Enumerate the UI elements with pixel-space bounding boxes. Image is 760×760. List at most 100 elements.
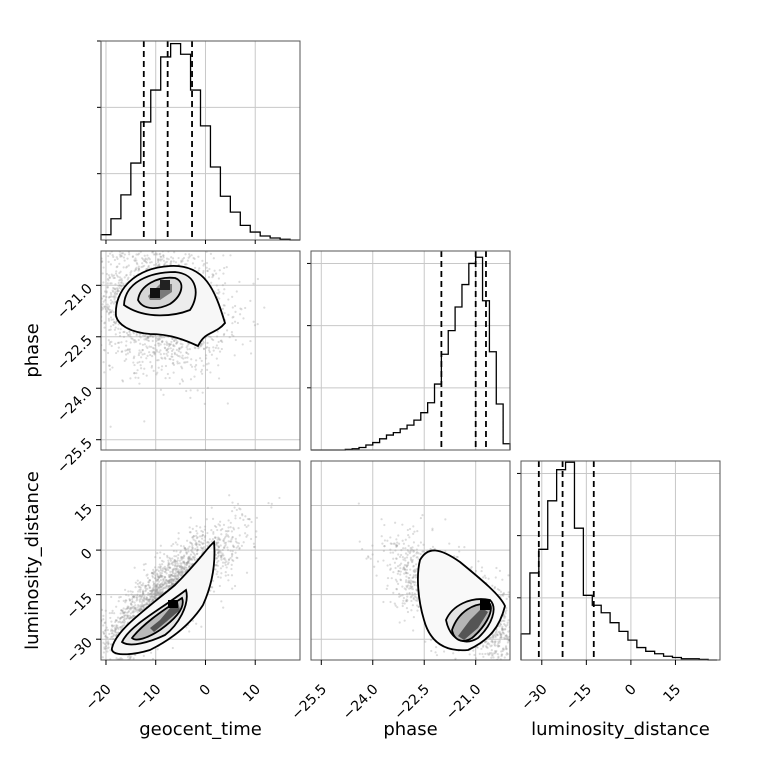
sample-point bbox=[162, 578, 165, 581]
sample-point bbox=[172, 339, 176, 342]
sample-point bbox=[166, 566, 169, 570]
sample-point bbox=[108, 343, 111, 346]
sample-point bbox=[116, 275, 120, 278]
sample-point bbox=[93, 668, 95, 670]
sample-point bbox=[136, 611, 139, 614]
sample-point bbox=[202, 341, 205, 344]
sample-point bbox=[159, 586, 162, 589]
sample-point bbox=[202, 347, 206, 351]
sample-point bbox=[131, 337, 134, 340]
sample-point bbox=[217, 550, 220, 553]
sample-point bbox=[121, 625, 124, 628]
sample-point bbox=[155, 584, 158, 588]
sample-point bbox=[171, 582, 175, 585]
sample-point bbox=[149, 651, 153, 654]
sample-point bbox=[144, 584, 148, 587]
sample-point bbox=[188, 555, 191, 558]
sample-point bbox=[166, 556, 169, 559]
sample-point bbox=[173, 574, 176, 578]
sample-point bbox=[109, 325, 113, 328]
sample-point bbox=[94, 267, 96, 269]
sample-point bbox=[267, 501, 270, 505]
sample-point bbox=[218, 551, 221, 554]
sample-point bbox=[112, 286, 115, 290]
sample-point bbox=[132, 338, 135, 342]
sample-point bbox=[151, 589, 154, 592]
sample-point bbox=[186, 561, 189, 564]
sample-point bbox=[218, 297, 221, 300]
sample-point bbox=[151, 351, 155, 354]
sample-point bbox=[180, 567, 183, 571]
sample-point bbox=[209, 336, 212, 339]
sample-point bbox=[405, 575, 408, 578]
sample-point bbox=[98, 290, 100, 292]
sample-point bbox=[128, 349, 131, 352]
sample-point bbox=[180, 574, 183, 578]
sample-point bbox=[94, 368, 96, 370]
sample-point bbox=[411, 594, 414, 597]
sample-point bbox=[444, 549, 447, 553]
sample-point bbox=[215, 557, 218, 560]
sample-point bbox=[482, 665, 484, 667]
sample-point bbox=[106, 647, 109, 650]
sample-point bbox=[169, 347, 172, 350]
sample-point bbox=[163, 262, 166, 266]
sample-point bbox=[166, 579, 169, 582]
sample-point bbox=[159, 343, 162, 346]
sample-point bbox=[173, 353, 177, 356]
sample-point bbox=[133, 248, 135, 250]
sample-point bbox=[170, 583, 174, 586]
sample-point bbox=[127, 616, 130, 619]
sample-point bbox=[171, 570, 174, 573]
sample-point bbox=[167, 580, 170, 583]
sample-point bbox=[185, 351, 188, 354]
sample-point bbox=[141, 599, 144, 602]
sample-point bbox=[84, 309, 86, 311]
sample-point bbox=[145, 596, 148, 599]
sample-point bbox=[158, 584, 161, 587]
sample-point bbox=[245, 535, 248, 538]
sample-point bbox=[159, 353, 162, 356]
sample-point bbox=[155, 579, 159, 583]
sample-point bbox=[184, 356, 187, 359]
sample-point bbox=[215, 357, 218, 360]
sample-point bbox=[191, 548, 194, 551]
sample-point bbox=[176, 570, 179, 574]
sample-point bbox=[137, 267, 140, 270]
sample-point bbox=[120, 341, 123, 344]
sample-point bbox=[144, 338, 148, 341]
sample-point bbox=[109, 263, 113, 266]
sample-point bbox=[114, 628, 117, 631]
sample-point bbox=[169, 261, 173, 264]
sample-point bbox=[480, 566, 484, 569]
sample-point bbox=[138, 609, 142, 613]
sample-point bbox=[175, 341, 178, 344]
sample-point bbox=[205, 266, 208, 269]
sample-point bbox=[528, 646, 530, 648]
sample-point bbox=[137, 265, 140, 268]
sample-point bbox=[163, 356, 166, 359]
sample-point bbox=[170, 260, 173, 263]
sample-point bbox=[179, 574, 182, 577]
sample-point bbox=[216, 528, 219, 532]
sample-point bbox=[158, 592, 161, 595]
sample-point bbox=[115, 266, 118, 269]
sample-point bbox=[236, 556, 239, 560]
sample-point bbox=[101, 272, 104, 275]
sample-point bbox=[225, 329, 229, 332]
sample-point bbox=[138, 352, 141, 355]
sample-point bbox=[516, 607, 518, 609]
sample-point bbox=[141, 584, 144, 587]
sample-point bbox=[219, 529, 222, 532]
sample-point bbox=[168, 566, 171, 569]
sample-point bbox=[166, 554, 169, 557]
sample-point bbox=[128, 348, 131, 351]
sample-point bbox=[115, 292, 118, 296]
sample-point bbox=[214, 536, 217, 540]
sample-point bbox=[206, 544, 209, 547]
sample-point bbox=[113, 287, 116, 290]
sample-point bbox=[101, 306, 104, 309]
sample-point bbox=[147, 591, 150, 595]
sample-point bbox=[135, 596, 139, 599]
sample-point bbox=[149, 353, 152, 357]
